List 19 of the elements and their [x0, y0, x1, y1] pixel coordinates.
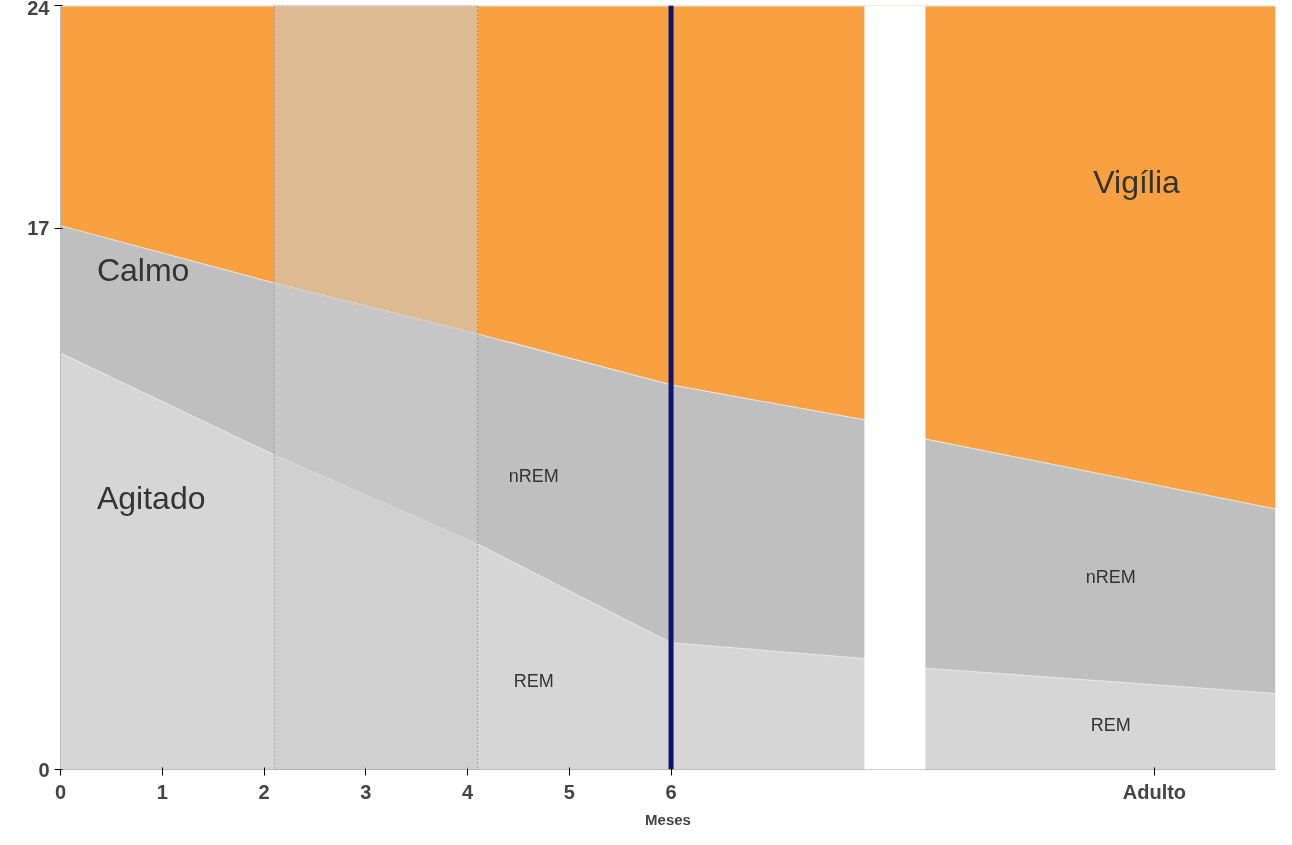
- annotation: nREM: [1085, 566, 1136, 587]
- x-tick-label: 0: [54, 780, 67, 803]
- annotation: REM: [513, 671, 554, 692]
- x-axis-title: Meses: [645, 810, 691, 828]
- series-label: Vigília: [1093, 163, 1181, 200]
- y-tick-label: 0: [38, 758, 50, 781]
- y-tick-label: 17: [27, 217, 50, 240]
- x-tick-label: Adulto: [1122, 780, 1187, 803]
- x-tick-label: 4: [461, 780, 474, 803]
- x-tick-label: 5: [563, 780, 575, 803]
- x-tick-label: 1: [156, 780, 168, 803]
- series-label: Agitado: [96, 480, 206, 517]
- annotation: nREM: [508, 465, 559, 486]
- x-tick-label: 6: [665, 780, 677, 803]
- x-tick-label: 3: [360, 780, 372, 803]
- y-tick-label: 24: [27, 0, 51, 19]
- series-label: Calmo: [96, 251, 190, 288]
- x-tick-label: 2: [258, 780, 270, 803]
- annotation: REM: [1090, 714, 1131, 735]
